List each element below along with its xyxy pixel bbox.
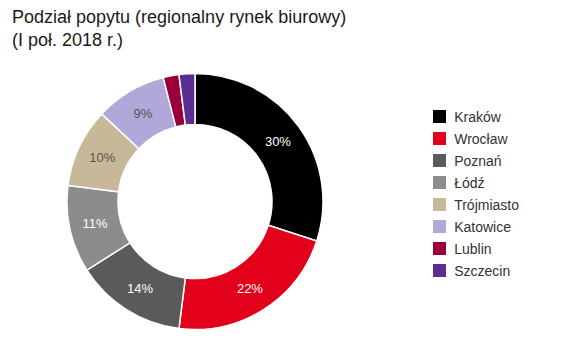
svg-text:14%: 14%	[127, 281, 153, 296]
html-text:Trójmiasto: Trójmiasto	[454, 196, 519, 213]
html-text:Katowice: Katowice	[454, 218, 511, 235]
html-text:Podział popytu (regionalny ryn: Podział popytu (regionalny rynek biurowy…	[12, 7, 347, 27]
svg-text:9%: 9%	[133, 106, 152, 121]
html-text:(I poł. 2018 r.): (I poł. 2018 r.)	[12, 30, 124, 50]
svg-text:30%: 30%	[265, 134, 291, 149]
svg-text:10%: 10%	[89, 150, 115, 165]
svg-text:22%: 22%	[237, 281, 263, 296]
svg-text:11%: 11%	[82, 216, 107, 231]
html-text:Kraków: Kraków	[454, 108, 501, 125]
html-text:Szczecin: Szczecin	[454, 262, 511, 279]
html-text:Wrocław: Wrocław	[454, 130, 508, 147]
html-text:Łódź: Łódź	[454, 174, 485, 191]
html-text:Lublin: Lublin	[454, 240, 492, 257]
html-text:Poznań: Poznań	[454, 152, 502, 169]
